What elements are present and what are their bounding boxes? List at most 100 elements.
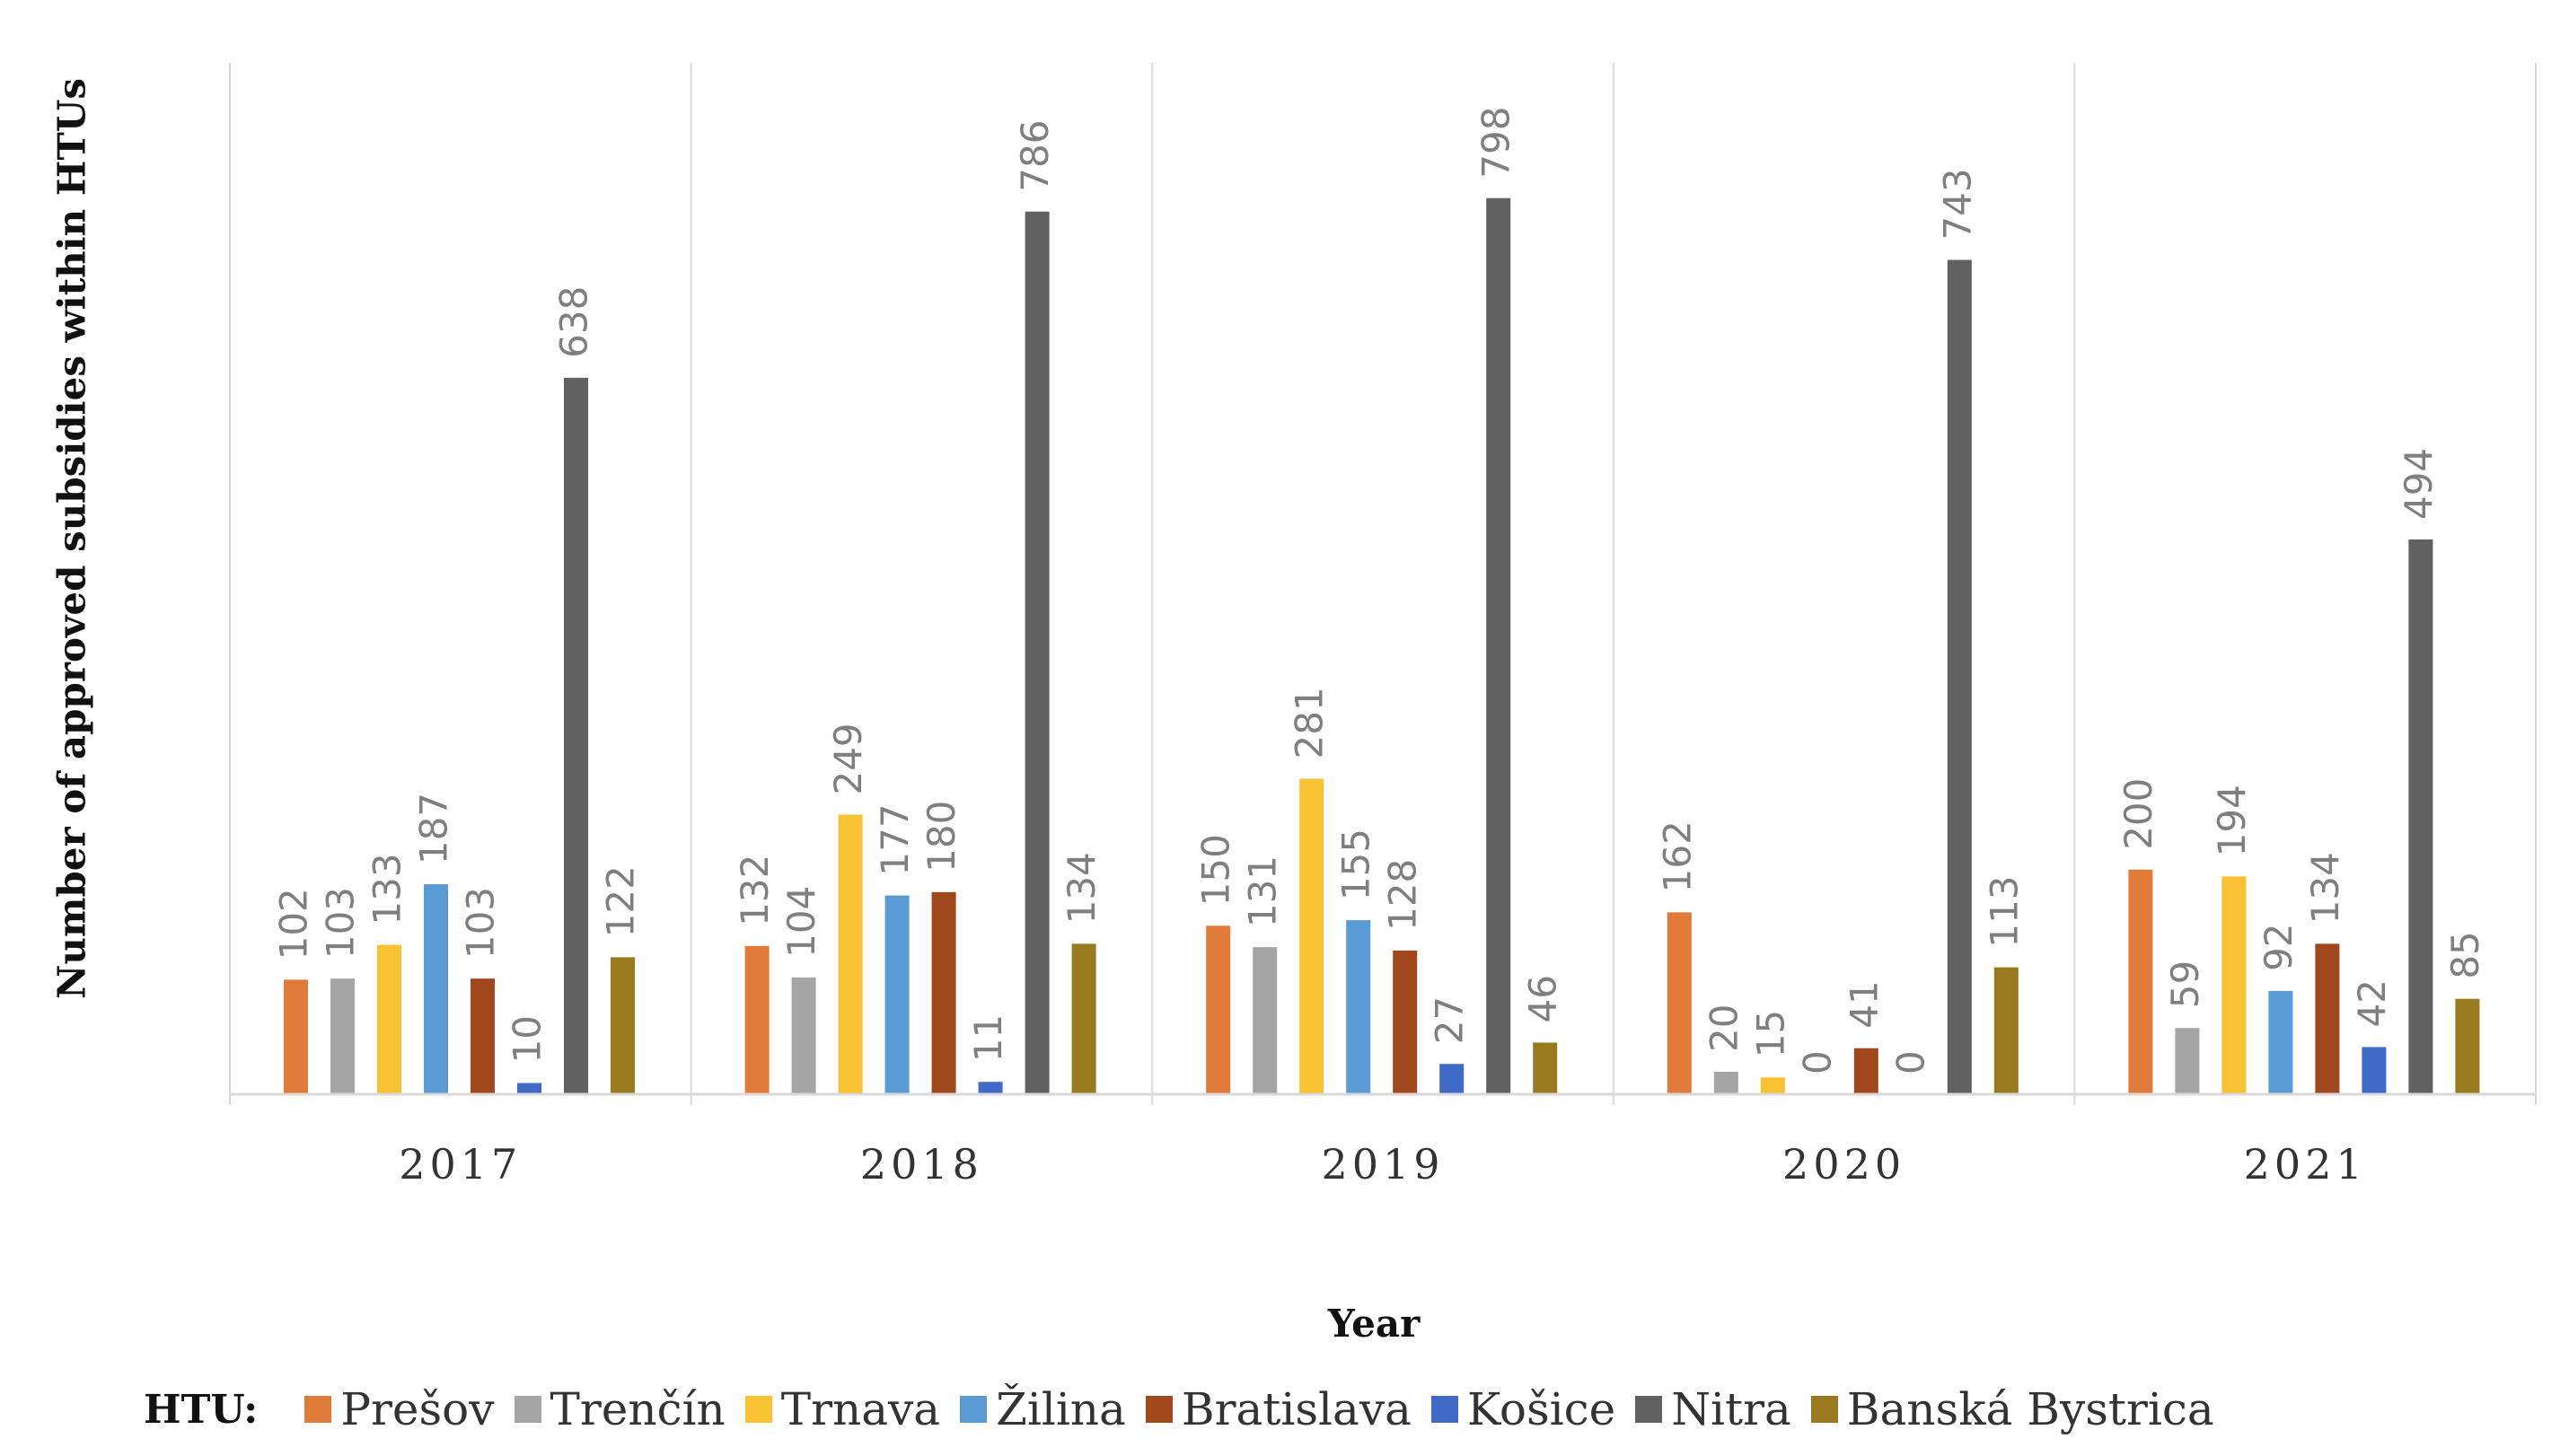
data-label: 103 [319, 887, 363, 959]
x-tick-labels: 2017 2018 2019 2020 2021 [399, 1140, 2367, 1188]
data-label: 0 [1795, 1050, 1839, 1074]
bar [2128, 869, 2153, 1094]
legend-item: Žilina [960, 1383, 1126, 1435]
bars [284, 197, 2480, 1095]
data-label: 132 [733, 855, 777, 926]
data-label: 786 [1013, 120, 1057, 192]
bar [1071, 943, 1096, 1094]
x-axis-title: Year [1327, 1302, 1421, 1346]
bar [284, 979, 308, 1094]
x-tick-label: 2019 [1321, 1140, 1444, 1188]
data-label: 177 [873, 803, 917, 875]
bar [2362, 1047, 2387, 1094]
data-label: 0 [1888, 1050, 1932, 1074]
legend-swatch [1635, 1396, 1663, 1423]
bar [1533, 1042, 1558, 1094]
bar [2268, 990, 2293, 1094]
x-tick-label: 2021 [2244, 1140, 2367, 1188]
data-label: 59 [2163, 960, 2207, 1008]
bar [1025, 211, 1050, 1095]
bar [330, 978, 355, 1094]
x-tick-label: 2020 [1782, 1140, 1905, 1188]
data-label: 15 [1748, 1010, 1792, 1057]
legend-item: Trnava [744, 1383, 941, 1435]
legend-item: Košice [1430, 1383, 1616, 1435]
legend-label: Trnava [780, 1383, 941, 1435]
bar [1346, 920, 1371, 1094]
data-label: 249 [826, 723, 870, 794]
legend-swatch [960, 1396, 988, 1423]
bar [884, 895, 910, 1094]
legend-swatch [744, 1396, 772, 1423]
bar [1667, 912, 1692, 1094]
legend-label: Bratislava [1181, 1383, 1412, 1435]
data-label: 103 [459, 887, 503, 959]
bar [1853, 1048, 1878, 1094]
bar [564, 377, 588, 1094]
data-label: 134 [1060, 852, 1104, 924]
data-label: 133 [365, 853, 409, 925]
data-label: 42 [2350, 979, 2394, 1027]
data-label: 187 [412, 793, 456, 864]
bar [1253, 947, 1278, 1094]
data-label: 113 [1982, 875, 2026, 947]
data-label: 102 [272, 888, 316, 960]
bar [978, 1082, 1003, 1094]
x-tick-label: 2017 [399, 1140, 522, 1188]
bar [931, 891, 956, 1094]
data-label: 281 [1288, 687, 1332, 759]
legend-title: HTU: [144, 1386, 259, 1433]
legend-item: Trenčín [514, 1383, 726, 1435]
data-label: 131 [1241, 855, 1285, 927]
bar [1713, 1071, 1738, 1094]
data-label: 638 [552, 286, 596, 358]
bar [2315, 943, 2340, 1094]
data-label: 798 [1474, 107, 1518, 179]
data-label: 194 [2210, 785, 2254, 856]
legend-label: Trenčín [550, 1383, 726, 1435]
bar [1206, 925, 1231, 1094]
data-label: 27 [1428, 996, 1472, 1044]
data-label: 85 [2443, 931, 2487, 978]
data-label: 11 [966, 1014, 1010, 1062]
category-separators [229, 63, 2537, 1105]
bar [744, 945, 770, 1094]
data-label: 162 [1655, 820, 1699, 892]
legend-label: Banská Bystrica [1846, 1383, 2214, 1435]
data-label: 200 [2116, 778, 2160, 850]
data-label: 104 [779, 886, 823, 958]
bar [1760, 1077, 1785, 1094]
legend-swatch [1810, 1396, 1838, 1423]
legend-item: Prešov [304, 1383, 495, 1435]
bar [1947, 259, 1972, 1095]
bar [517, 1083, 541, 1094]
data-label: 128 [1381, 859, 1425, 931]
bar [2455, 998, 2480, 1094]
bar [1993, 967, 2019, 1094]
data-label: 134 [2303, 852, 2347, 924]
legend: HTU: Prešov Trenčín Trnava Žilina Bratislava… [144, 1378, 2234, 1441]
y-axis-title: Number of approved subsidies within HTUs [49, 78, 94, 999]
data-label: 92 [2256, 923, 2300, 970]
legend-label: Prešov [340, 1383, 495, 1435]
data-label: 46 [1521, 975, 1565, 1022]
bar [1486, 197, 1511, 1094]
legend-item: Bratislava [1145, 1383, 1412, 1435]
bar [471, 978, 495, 1094]
data-label: 155 [1334, 829, 1378, 900]
bar [1299, 778, 1324, 1094]
bar [791, 977, 816, 1094]
bar [377, 944, 401, 1094]
legend-label: Košice [1466, 1383, 1616, 1435]
legend-item: Nitra [1635, 1383, 1791, 1435]
data-label: 122 [599, 865, 643, 937]
bar [611, 957, 635, 1094]
legend-swatch [1145, 1396, 1173, 1423]
data-label: 41 [1842, 980, 1886, 1028]
bar [2221, 876, 2247, 1094]
legend-label: Nitra [1671, 1383, 1791, 1435]
bar [2408, 539, 2433, 1094]
data-label: 10 [506, 1015, 550, 1063]
legend-swatch [304, 1396, 332, 1423]
